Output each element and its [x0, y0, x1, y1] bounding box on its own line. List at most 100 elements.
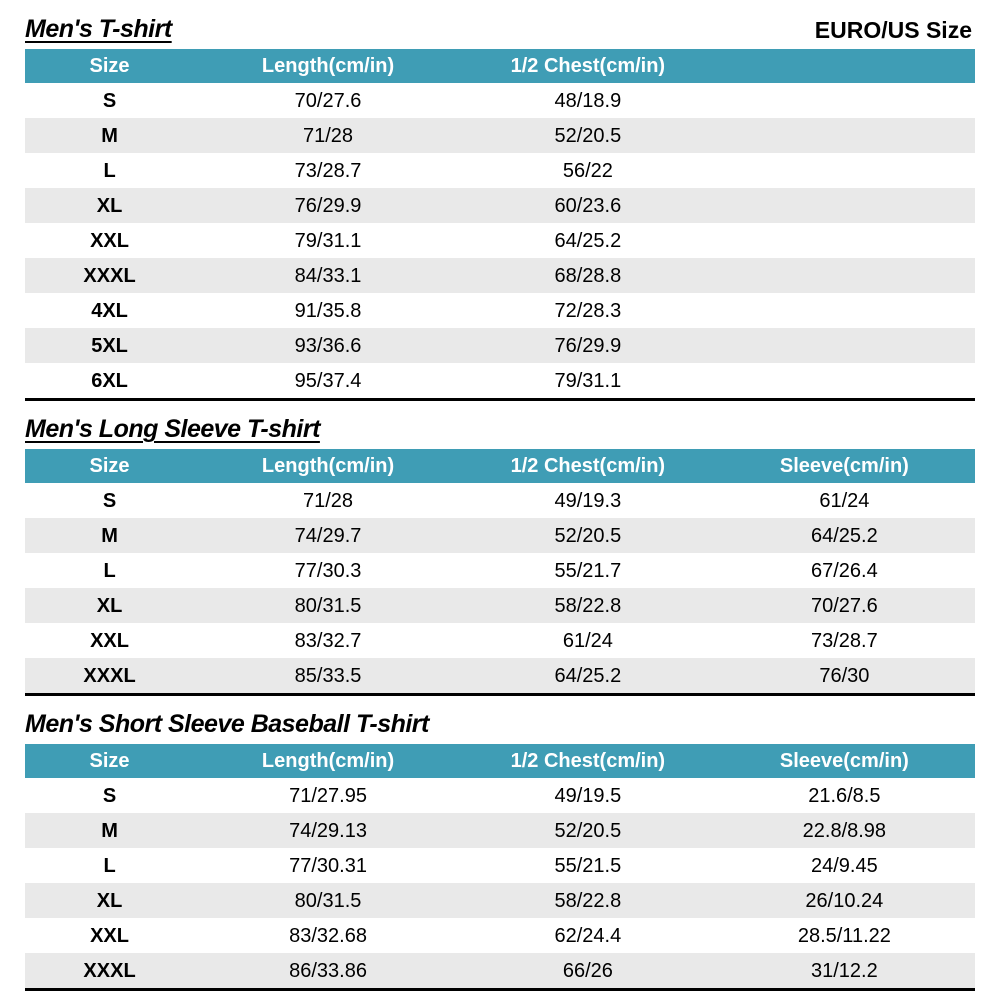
value-cell: 61/24: [819, 489, 870, 512]
value-cell: 74/29.13: [289, 819, 367, 842]
size-cell: L: [103, 159, 116, 182]
value-cell: 91/35.8: [294, 299, 362, 322]
table-row: L 73/28.7 56/22: [25, 153, 975, 188]
size-cell: 6XL: [91, 369, 128, 392]
value-cell: 64/25.2: [554, 229, 622, 252]
value-cell: 71/28: [303, 124, 354, 147]
value-cell: 68/28.8: [554, 264, 622, 287]
size-table-section: Men's T-shirt Size Length(cm/in) 1/2 Chest(…: [25, 14, 975, 401]
table-row: XXXL 85/33.5 64/25.2 76/30: [25, 658, 975, 693]
value-cell: 83/32.7: [294, 629, 362, 652]
size-cell: 5XL: [91, 334, 128, 357]
column-header: Size: [89, 750, 130, 772]
value-cell: 79/31.1: [554, 369, 622, 392]
value-cell: 55/21.7: [554, 559, 622, 582]
column-header: Size: [89, 55, 130, 77]
value-cell: 58/22.8: [554, 594, 622, 617]
size-cell: XXXL: [83, 959, 136, 982]
value-cell: 76/30: [819, 664, 870, 687]
value-cell: 76/29.9: [554, 334, 622, 357]
value-cell: 58/22.8: [554, 889, 622, 912]
size-cell: XXL: [90, 629, 129, 652]
column-header: Sleeve(cm/in): [779, 750, 909, 772]
table-row: XXL 79/31.1 64/25.2: [25, 223, 975, 258]
value-cell: 77/30.31: [289, 854, 367, 877]
table-row: XXL 83/32.7 61/24 73/28.7: [25, 623, 975, 658]
column-header: 1/2 Chest(cm/in): [510, 750, 666, 772]
value-cell: 52/20.5: [554, 819, 622, 842]
value-cell: 49/19.5: [554, 784, 622, 807]
size-cell: M: [101, 524, 118, 547]
value-cell: 93/36.6: [294, 334, 362, 357]
table-header-row: Size Length(cm/in) 1/2 Chest(cm/in): [25, 49, 975, 83]
table-row: S 71/27.95 49/19.5 21.6/8.5: [25, 778, 975, 813]
value-cell: 80/31.5: [294, 594, 362, 617]
size-cell: M: [101, 819, 118, 842]
size-table: Size Length(cm/in) 1/2 Chest(cm/in) Sleeve(…: [25, 449, 975, 696]
table-header-row: Size Length(cm/in) 1/2 Chest(cm/in) Sleeve(…: [25, 449, 975, 483]
value-cell: 64/25.2: [554, 664, 622, 687]
section-title: Men's Long Sleeve T-shirt: [25, 415, 320, 443]
size-cell: 4XL: [91, 299, 128, 322]
table-row: L 77/30.31 55/21.5 24/9.45: [25, 848, 975, 883]
value-cell: 22.8/8.98: [802, 819, 887, 842]
value-cell: 77/30.3: [294, 559, 362, 582]
value-cell: 21.6/8.5: [808, 784, 881, 807]
table-row: XL 80/31.5 58/22.8 70/27.6: [25, 588, 975, 623]
value-cell: 55/21.5: [554, 854, 622, 877]
value-cell: 64/25.2: [810, 524, 878, 547]
size-cell: XL: [96, 889, 123, 912]
column-header: 1/2 Chest(cm/in): [510, 55, 666, 77]
value-cell: 49/19.3: [554, 489, 622, 512]
value-cell: 76/29.9: [294, 194, 362, 217]
size-cell: XL: [96, 194, 123, 217]
value-cell: 26/10.24: [805, 889, 884, 912]
value-cell: 24/9.45: [810, 854, 878, 877]
value-cell: 56/22: [562, 159, 613, 182]
value-cell: 67/26.4: [810, 559, 878, 582]
euro-us-size-label: EURO/US Size: [814, 17, 972, 43]
value-cell: 71/27.95: [289, 784, 367, 807]
value-cell: 79/31.1: [294, 229, 362, 252]
table-row: M 71/28 52/20.5: [25, 118, 975, 153]
value-cell: 61/24: [562, 629, 613, 652]
table-row: S 71/28 49/19.3 61/24: [25, 483, 975, 518]
value-cell: 95/37.4: [294, 369, 362, 392]
size-cell: XXXL: [83, 264, 136, 287]
table-row: 5XL 93/36.6 76/29.9: [25, 328, 975, 363]
table-row: XL 80/31.5 58/22.8 26/10.24: [25, 883, 975, 918]
column-header: 1/2 Chest(cm/in): [510, 455, 666, 477]
size-cell: XL: [96, 594, 123, 617]
table-row: M 74/29.7 52/20.5 64/25.2: [25, 518, 975, 553]
section-title: Men's Short Sleeve Baseball T-shirt: [25, 710, 429, 738]
value-cell: 28.5/11.22: [797, 924, 891, 947]
table-row: 4XL 91/35.8 72/28.3: [25, 293, 975, 328]
size-table-section: Men's Short Sleeve Baseball T-shirt Size L…: [25, 709, 975, 991]
size-cell: L: [103, 854, 116, 877]
size-cell: S: [102, 489, 117, 512]
value-cell: 73/28.7: [294, 159, 362, 182]
size-cell: M: [101, 124, 118, 147]
size-table: Size Length(cm/in) 1/2 Chest(cm/in) S 70/27.…: [25, 49, 975, 401]
table-row: S 70/27.6 48/18.9: [25, 83, 975, 118]
value-cell: 74/29.7: [294, 524, 362, 547]
table-row: XXXL 86/33.86 66/26 31/12.2: [25, 953, 975, 988]
value-cell: 85/33.5: [294, 664, 362, 687]
size-cell: L: [103, 559, 116, 582]
value-cell: 71/28: [303, 489, 354, 512]
table-row: XXXL 84/33.1 68/28.8: [25, 258, 975, 293]
size-table-section: Men's Long Sleeve T-shirt Size Length(cm/i…: [25, 414, 975, 696]
column-header: Length(cm/in): [261, 55, 395, 77]
column-header: Length(cm/in): [261, 455, 395, 477]
column-header: Sleeve(cm/in): [779, 455, 909, 477]
value-cell: 72/28.3: [554, 299, 622, 322]
value-cell: 60/23.6: [554, 194, 622, 217]
size-cell: XXXL: [83, 664, 136, 687]
size-tables-container: Men's T-shirt Size Length(cm/in) 1/2 Chest(…: [25, 14, 975, 991]
value-cell: 52/20.5: [554, 124, 622, 147]
table-row: XL 76/29.9 60/23.6: [25, 188, 975, 223]
value-cell: 80/31.5: [294, 889, 362, 912]
value-cell: 84/33.1: [294, 264, 362, 287]
table-row: XXL 83/32.68 62/24.4 28.5/11.22: [25, 918, 975, 953]
value-cell: 66/26: [562, 959, 613, 982]
